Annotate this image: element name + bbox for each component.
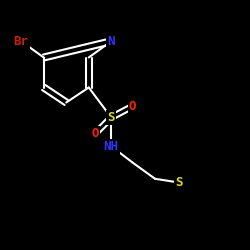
Text: N: N [108,35,115,48]
Text: S: S [175,176,182,189]
Text: O: O [129,100,136,113]
Text: NH: NH [104,140,119,153]
Text: Br: Br [14,35,29,48]
Text: O: O [91,127,99,140]
Text: S: S [108,111,115,124]
